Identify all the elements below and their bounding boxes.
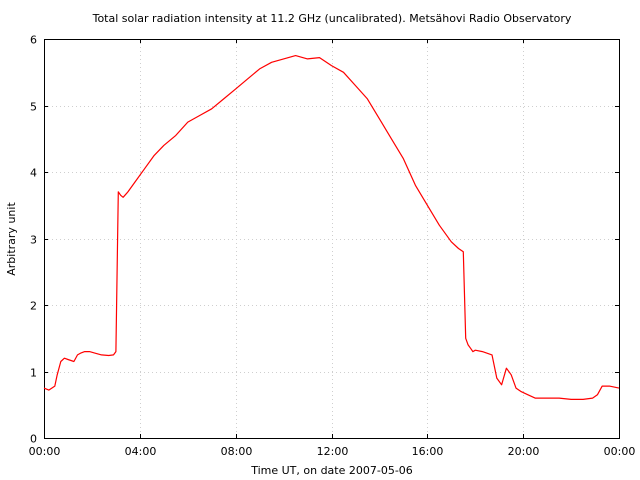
y-axis-label: Arbitrary unit: [5, 202, 18, 276]
y-tick-label: 3: [30, 234, 37, 247]
x-tick-label: 00:00: [604, 445, 636, 458]
y-tick-label: 6: [30, 34, 37, 47]
tick-layer: 00:00 04:00 08:00 12:00 16:00 20:00 00:0001234…: [29, 34, 636, 459]
chart-title: Total solar radiation intensity at 11.2 …: [92, 12, 572, 25]
data-series-line: [43, 54, 620, 400]
x-tick-label: 00:00: [29, 445, 61, 458]
series-layer: [43, 54, 620, 400]
x-tick-label: 16:00: [412, 445, 444, 458]
x-tick-label: 08:00: [221, 445, 253, 458]
y-tick-label: 1: [30, 367, 37, 380]
x-tick-label: 04:00: [125, 445, 157, 458]
x-tick-label: 12:00: [317, 445, 349, 458]
grid-layer: [44, 39, 619, 438]
y-tick-label: 5: [30, 101, 37, 114]
x-axis-label: Time UT, on date 2007-05-06: [250, 464, 413, 477]
y-tick-label: 0: [30, 433, 37, 446]
y-tick-label: 4: [30, 167, 37, 180]
y-tick-label: 2: [30, 300, 37, 313]
x-tick-label: 20:00: [508, 445, 540, 458]
